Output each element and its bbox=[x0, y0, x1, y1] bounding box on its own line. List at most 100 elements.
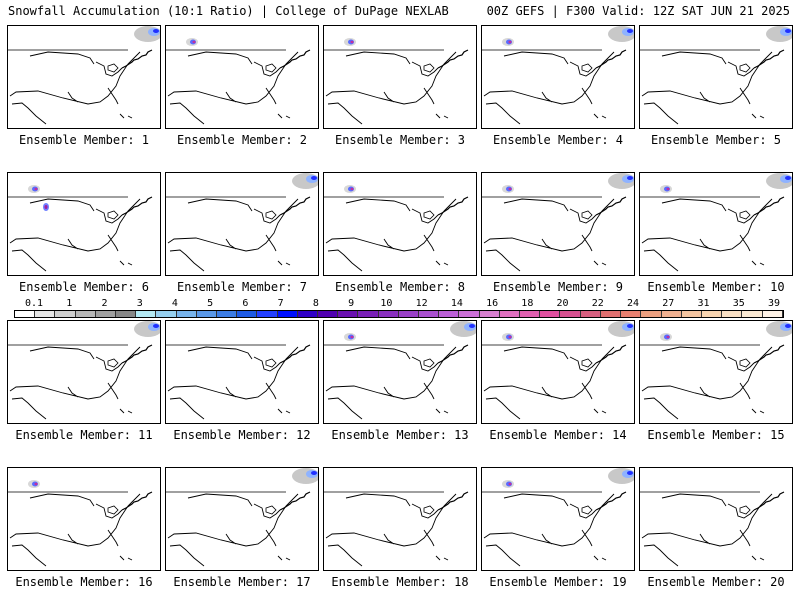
scale-tick-label: 1 bbox=[66, 298, 73, 309]
scale-swatch bbox=[499, 311, 521, 317]
conus-map bbox=[8, 321, 160, 420]
snow-nw bbox=[28, 185, 40, 193]
scale-swatch bbox=[237, 311, 258, 317]
member-map-20 bbox=[639, 467, 793, 571]
conus-map bbox=[482, 173, 634, 272]
scale-swatch bbox=[459, 311, 480, 317]
scale-tick-label: 8 bbox=[312, 298, 319, 309]
scale-tick-label: 24 bbox=[627, 298, 640, 309]
member-map-19 bbox=[481, 467, 635, 571]
member-map-2 bbox=[165, 25, 319, 129]
member-caption: Ensemble Member: 20 bbox=[647, 575, 785, 589]
conus-map bbox=[482, 321, 634, 420]
scale-swatch bbox=[701, 311, 723, 317]
scale-tick-label: 16 bbox=[486, 298, 499, 309]
scale-tick-label: 4 bbox=[171, 298, 178, 309]
member-map-7 bbox=[165, 172, 319, 276]
conus-map bbox=[166, 344, 311, 420]
scale-swatch bbox=[338, 311, 359, 317]
scale-swatch bbox=[156, 311, 177, 317]
scale-tick-label: 0.1 bbox=[24, 298, 44, 309]
snow-ne bbox=[292, 173, 318, 189]
member-map-6 bbox=[7, 172, 161, 276]
member-map-18 bbox=[323, 467, 477, 571]
member-caption: Ensemble Member: 18 bbox=[331, 575, 469, 589]
member-map-5 bbox=[639, 25, 793, 129]
scale-swatch bbox=[560, 311, 581, 317]
conus-map bbox=[482, 26, 634, 125]
snow-ne bbox=[450, 321, 476, 337]
scale-swatch bbox=[196, 311, 218, 317]
scale-tick-label: 12 bbox=[415, 298, 428, 309]
scale-swatch bbox=[661, 311, 682, 317]
member-caption: Ensemble Member: 11 bbox=[15, 428, 153, 442]
member-map-13 bbox=[323, 320, 477, 424]
snow-ne bbox=[766, 26, 792, 42]
member-caption: Ensemble Member: 14 bbox=[489, 428, 627, 442]
member-caption: Ensemble Member: 2 bbox=[176, 133, 308, 147]
scale-tick-label: 3 bbox=[136, 298, 143, 309]
scale-tick-label: 9 bbox=[348, 298, 355, 309]
chart-title: Snowfall Accumulation (10:1 Ratio) | Col… bbox=[8, 4, 449, 18]
scale-tick-label: 27 bbox=[662, 298, 675, 309]
member-caption: Ensemble Member: 6 bbox=[18, 280, 150, 294]
snow-nw bbox=[186, 38, 198, 46]
scale-tick-label: 2 bbox=[101, 298, 108, 309]
member-map-17 bbox=[165, 467, 319, 571]
snow-ne bbox=[608, 173, 634, 189]
conus-map bbox=[640, 491, 785, 567]
snow-nw bbox=[502, 480, 514, 488]
scale-tick-label: 31 bbox=[697, 298, 710, 309]
color-scale-labels: 0.1 1 2 3 4 5 6 7 8 9 10 12 14 16 18 20 22 24 27 31 35 39 bbox=[14, 298, 784, 310]
snow-nw bbox=[28, 480, 40, 488]
member-caption: Ensemble Member: 16 bbox=[15, 575, 153, 589]
scale-swatch bbox=[136, 311, 157, 317]
snow-nw bbox=[344, 333, 356, 341]
conus-map bbox=[166, 468, 318, 567]
snow-ne bbox=[766, 321, 792, 337]
member-caption: Ensemble Member: 10 bbox=[647, 280, 785, 294]
scale-tick-label: 6 bbox=[242, 298, 249, 309]
snow-nw bbox=[344, 185, 356, 193]
scale-swatch bbox=[681, 311, 702, 317]
scale-swatch bbox=[15, 311, 36, 317]
member-map-11 bbox=[7, 320, 161, 424]
member-caption: Ensemble Member: 15 bbox=[647, 428, 785, 442]
snow-ne bbox=[134, 321, 160, 337]
scale-tick-label: 10 bbox=[380, 298, 393, 309]
member-map-1 bbox=[7, 25, 161, 129]
snow-nw bbox=[344, 38, 356, 46]
scale-swatch bbox=[176, 311, 197, 317]
scale-tick-label: 22 bbox=[591, 298, 604, 309]
member-caption: Ensemble Member: 1 bbox=[18, 133, 150, 147]
scale-tick-label: 5 bbox=[207, 298, 214, 309]
snow-nw bbox=[502, 333, 514, 341]
snow-nw bbox=[660, 185, 672, 193]
scale-swatch bbox=[641, 311, 662, 317]
member-map-10 bbox=[639, 172, 793, 276]
scale-swatch bbox=[358, 311, 379, 317]
scale-swatch bbox=[297, 311, 319, 317]
scale-swatch bbox=[398, 311, 420, 317]
member-caption: Ensemble Member: 9 bbox=[492, 280, 624, 294]
member-caption: Ensemble Member: 3 bbox=[334, 133, 466, 147]
conus-map bbox=[8, 480, 153, 567]
snow-rockies bbox=[43, 203, 49, 211]
member-caption: Ensemble Member: 17 bbox=[173, 575, 311, 589]
scale-swatch bbox=[95, 311, 117, 317]
scale-tick-label: 39 bbox=[767, 298, 781, 309]
scale-swatch bbox=[762, 311, 783, 317]
scale-swatch bbox=[742, 311, 763, 317]
scale-swatch bbox=[257, 311, 278, 317]
member-map-4 bbox=[481, 25, 635, 129]
scale-swatch bbox=[419, 311, 440, 317]
scale-swatch bbox=[722, 311, 743, 317]
snow-ne bbox=[608, 468, 634, 484]
scale-swatch bbox=[75, 311, 96, 317]
scale-tick-label: 14 bbox=[450, 298, 463, 309]
conus-map bbox=[640, 173, 792, 272]
member-map-9 bbox=[481, 172, 635, 276]
scale-swatch bbox=[621, 311, 642, 317]
snow-ne bbox=[608, 26, 634, 42]
snow-nw bbox=[502, 185, 514, 193]
